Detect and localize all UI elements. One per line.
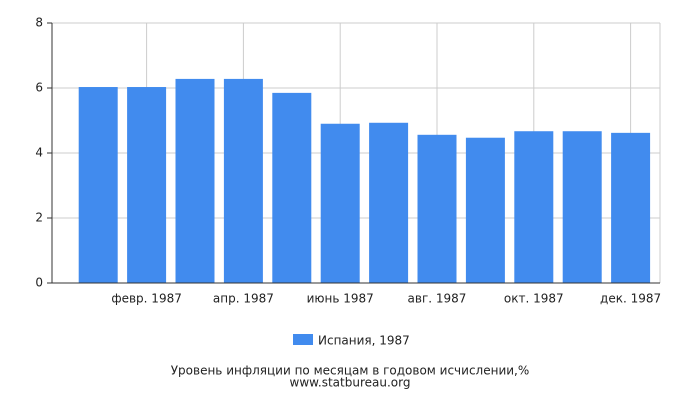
x-tick-label: авг. 1987 bbox=[408, 292, 467, 306]
bar bbox=[562, 131, 602, 283]
x-tick-label: дек. 1987 bbox=[600, 292, 661, 306]
legend-swatch bbox=[293, 334, 313, 345]
chart-subtitle: www.statbureau.org bbox=[290, 376, 411, 390]
x-tick-label: окт. 1987 bbox=[504, 292, 564, 306]
bar bbox=[514, 131, 554, 283]
y-tick-label: 8 bbox=[35, 16, 43, 30]
bar bbox=[320, 123, 360, 283]
y-tick-label: 0 bbox=[35, 276, 43, 290]
bar bbox=[272, 92, 312, 283]
legend-label: Испания, 1987 bbox=[318, 334, 410, 348]
bar bbox=[127, 87, 167, 284]
x-tick-label: июнь 1987 bbox=[307, 292, 374, 306]
bar bbox=[611, 132, 651, 283]
chart-title: Уровень инфляции по месяцам в годовом ис… bbox=[171, 364, 530, 378]
bar bbox=[369, 122, 409, 284]
x-tick-label: февр. 1987 bbox=[111, 292, 182, 306]
x-tick-label: апр. 1987 bbox=[213, 292, 274, 306]
bar bbox=[223, 78, 263, 284]
bar bbox=[465, 137, 505, 283]
y-tick-label: 2 bbox=[35, 211, 43, 225]
y-tick-label: 4 bbox=[35, 146, 43, 160]
y-tick-label: 6 bbox=[35, 81, 43, 95]
bar bbox=[417, 134, 457, 283]
bar bbox=[175, 78, 215, 284]
bar bbox=[78, 87, 118, 284]
